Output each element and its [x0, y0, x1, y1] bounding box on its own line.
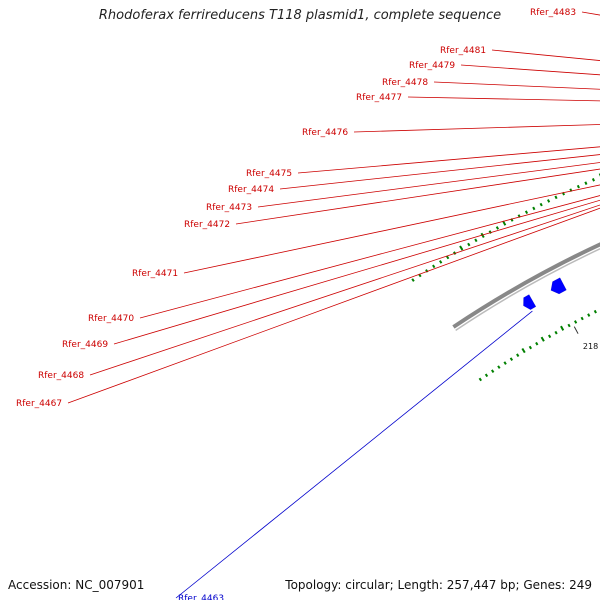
- gc-tick: [484, 373, 489, 378]
- gene-label[interactable]: Rfer_4477: [356, 93, 402, 103]
- gc-tick: [535, 341, 539, 346]
- gc-tick: [459, 245, 464, 251]
- gene-label[interactable]: Rfer_4472: [184, 220, 230, 230]
- gc-tick: [528, 345, 533, 350]
- gene-label[interactable]: Rfer_4481: [440, 46, 486, 56]
- gc-tick: [439, 260, 443, 264]
- gc-tick: [521, 348, 526, 354]
- gc-tick: [547, 334, 552, 339]
- gc-tick: [497, 365, 501, 369]
- gc-tick: [574, 320, 578, 324]
- gene-label-leader: [257, 162, 600, 208]
- gene-label[interactable]: Rfer_4476: [302, 128, 348, 138]
- gene-label-leader: [460, 64, 600, 76]
- gene-arrow[interactable]: [550, 277, 567, 295]
- gc-tick: [540, 336, 545, 342]
- gene-label-leader: [279, 154, 600, 190]
- feature-track: [523, 277, 567, 311]
- gene-label-leader: [89, 204, 600, 376]
- gene-label-leader: [67, 207, 600, 404]
- gc-tick: [547, 199, 551, 203]
- gc-ticks-inner: [478, 309, 597, 382]
- sequence-backbone: [452, 242, 600, 329]
- gc-ticks-outer: [411, 173, 600, 282]
- gc-tick: [591, 178, 595, 182]
- gene-arrow[interactable]: [523, 294, 537, 311]
- gene-label[interactable]: Rfer_4475: [246, 169, 292, 179]
- gene-label[interactable]: Rfer_4473: [206, 203, 252, 213]
- gene-label[interactable]: Rfer_4483: [530, 8, 576, 18]
- gc-tick: [495, 226, 500, 230]
- scale-track: 218 kbp220 kbp222 kbp224 kbp226 kbp228 k…: [573, 326, 600, 351]
- gc-tick: [474, 238, 478, 243]
- gene-label-leader: [183, 184, 600, 274]
- gc-tick: [467, 242, 471, 247]
- gene-label-leader: [139, 195, 600, 319]
- map-title: Rhodoferax ferrireducens T118 plasmid1, …: [98, 8, 502, 23]
- gene-label[interactable]: Rfer_4468: [38, 371, 84, 381]
- gene-label[interactable]: Rfer_4479: [409, 61, 455, 71]
- gene-label[interactable]: Rfer_4463: [178, 594, 224, 600]
- gene-label-leader: [433, 81, 600, 90]
- gc-tick: [576, 184, 580, 189]
- scale-tick: [573, 326, 579, 334]
- gene-label-leader: [353, 124, 600, 133]
- gene-label-leader: [175, 310, 533, 599]
- gene-label-leader: [581, 11, 600, 16]
- scale-label: 218 kbp: [583, 342, 600, 351]
- gc-tick: [580, 316, 584, 321]
- gene-label[interactable]: Rfer_4470: [88, 314, 134, 324]
- gc-tick: [411, 278, 415, 282]
- gene-label-leader: [235, 168, 600, 225]
- gc-tick: [502, 220, 507, 226]
- gene-label[interactable]: Rfer_4478: [382, 78, 428, 88]
- gene-label[interactable]: Rfer_4471: [132, 269, 178, 279]
- topology-summary: Topology: circular; Length: 257,447 bp; …: [285, 578, 592, 592]
- gc-tick: [587, 313, 591, 317]
- gene-label[interactable]: Rfer_4467: [16, 399, 62, 409]
- gene-label[interactable]: Rfer_4469: [62, 340, 108, 350]
- gc-tick: [503, 361, 507, 365]
- gene-label[interactable]: Rfer_4474: [228, 185, 274, 195]
- gene-label-leader: [297, 146, 600, 174]
- gc-tick: [584, 181, 588, 185]
- gc-tick: [567, 323, 571, 328]
- gene-label-leader: [113, 199, 600, 345]
- gc-tick: [478, 377, 482, 382]
- gc-tick: [539, 202, 543, 207]
- gc-tick: [509, 357, 514, 361]
- gene-label-leader: [407, 96, 600, 102]
- gc-tick: [524, 210, 529, 215]
- gc-tick: [593, 309, 597, 314]
- gc-tick: [446, 255, 450, 260]
- gc-tick: [516, 353, 520, 358]
- gc-tick: [560, 325, 565, 331]
- gc-tick: [554, 195, 558, 200]
- gc-tick: [554, 330, 558, 335]
- gc-tick: [532, 206, 536, 211]
- gene-label-track: Rfer_4463 Rfer_4467 Rfer_4468 Rfer_4469 Rfer…: [16, 8, 600, 600]
- gc-tick: [432, 264, 436, 269]
- accession-text: Accession: NC_007901: [8, 578, 145, 592]
- gc-tick: [491, 369, 495, 373]
- sequence-backbone-inner: [455, 248, 600, 331]
